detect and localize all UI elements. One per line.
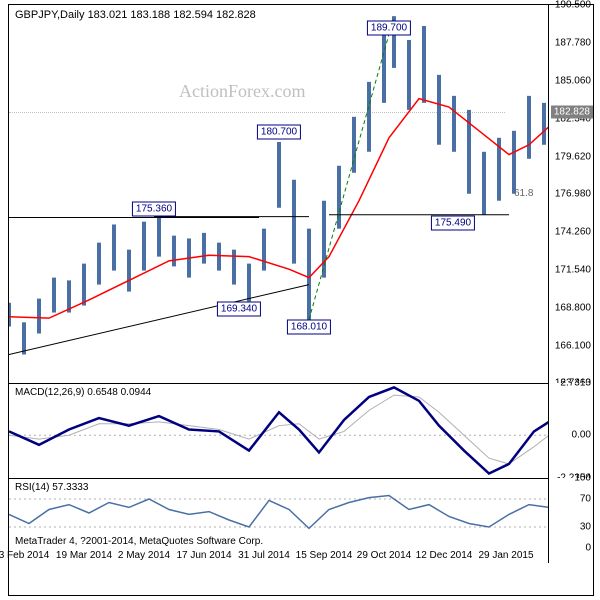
macd-y-label: 2.7313 [560,378,591,389]
rsi-panel: RSI(14) 57.3333 MetaTrader 4, ?2001-2014… [9,478,593,563]
price-y-label: 171.540 [555,265,591,276]
x-axis-label: 29 Jan 2015 [478,550,533,561]
price-svg [9,5,549,383]
x-axis-label: 2 May 2014 [118,550,170,561]
rsi-y-label: 70 [580,494,591,505]
x-axis-label: 19 Mar 2014 [56,550,112,561]
rsi-y-label: 100 [574,473,591,484]
macd-y-axis: 2.73130.00-2.2354 [548,383,593,478]
price-y-label: 187.780 [555,38,591,49]
rsi-y-axis: 10070300 [548,478,593,563]
x-axis-label: 29 Oct 2014 [357,550,411,561]
x-axis-label: 31 Jul 2014 [238,550,290,561]
price-y-label: 174.260 [555,227,591,238]
x-axis: 3 Feb 201419 Mar 20142 May 201417 Jun 20… [9,533,549,563]
price-panel: GBPJPY,Daily 183.021 183.188 182.594 182… [9,5,593,384]
macd-panel: MACD(12,26,9) 0.6548 0.0944 2.73130.00-2… [9,383,593,479]
price-y-label: 176.980 [555,189,591,200]
price-annotation: 169.340 [217,301,261,316]
price-y-label: 168.800 [555,303,591,314]
price-y-label: 185.060 [555,76,591,87]
price-annotation: 189.700 [367,21,411,36]
x-axis-label: 17 Jun 2014 [176,550,231,561]
x-axis-label: 3 Feb 2014 [0,550,49,561]
price-annotation: 168.010 [287,320,331,335]
rsi-y-label: 30 [580,522,591,533]
price-y-label: 190.500 [555,0,591,11]
price-y-axis: 190.500187.780185.060182.340179.620176.9… [548,5,593,383]
price-annotation: 175.490 [431,215,475,230]
x-axis-label: 15 Sep 2014 [296,550,353,561]
macd-plot-area: MACD(12,26,9) 0.6548 0.0944 [9,383,549,478]
price-annotation: 175.360 [132,201,176,216]
rsi-y-label: 0 [585,543,591,554]
price-annotation: 180.700 [257,124,301,139]
current-price-box: 182.828 [551,106,593,119]
chart-container: GBPJPY,Daily 183.021 183.188 182.594 182… [8,4,594,596]
price-y-label: 179.620 [555,152,591,163]
price-y-label: 166.100 [555,341,591,352]
price-plot-area: GBPJPY,Daily 183.021 183.188 182.594 182… [9,5,549,383]
x-axis-label: 12 Dec 2014 [416,550,473,561]
macd-svg [9,383,549,478]
fib-label: 61.8 [514,188,533,199]
macd-y-label: 0.00 [572,430,591,441]
